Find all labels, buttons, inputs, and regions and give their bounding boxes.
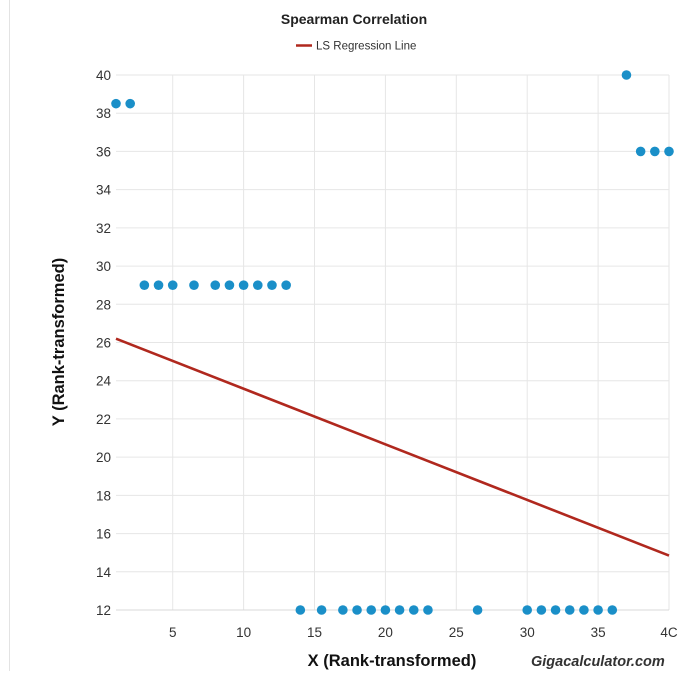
scatter-point-15[interactable] <box>352 605 362 615</box>
x-tick-label-2: 15 <box>307 625 322 640</box>
scatter-point-17[interactable] <box>380 605 391 615</box>
legend-label-regression: LS Regression Line <box>316 41 416 53</box>
scatter-point-8[interactable] <box>238 280 249 290</box>
scatter-point-23[interactable] <box>536 605 547 615</box>
scatter-point-9[interactable] <box>252 280 263 290</box>
x-tick-label-5: 30 <box>520 625 535 640</box>
scatter-point-20[interactable] <box>423 605 433 615</box>
scatter-point-10[interactable] <box>267 280 277 290</box>
scatter-point-30[interactable] <box>635 146 646 157</box>
scatter-point-0[interactable] <box>111 98 121 109</box>
y-tick-label-10: 32 <box>96 221 111 236</box>
y-tick-label-4: 20 <box>96 450 111 465</box>
x-tick-labels: 5 10 15 20 25 30 35 4C <box>169 625 678 640</box>
y-tick-label-1: 14 <box>96 565 112 580</box>
regression-line <box>115 337 670 557</box>
y-tick-labels: 12 14 16 18 20 22 24 26 28 30 32 34 36 38 40 <box>96 68 112 618</box>
scatter-point-27[interactable] <box>593 605 603 615</box>
x-tick-label-1: 10 <box>236 625 251 640</box>
watermark-text: Gigacalculator.com <box>531 654 665 670</box>
y-tick-label-11: 34 <box>96 183 112 198</box>
scatter-point-2[interactable] <box>139 280 150 290</box>
chart-title: Spearman Correlation <box>281 11 427 27</box>
scatter-point-7[interactable] <box>224 280 235 290</box>
x-tick-label-7: 4C <box>660 625 678 640</box>
scatter-point-21[interactable] <box>472 605 483 615</box>
plot-area <box>111 70 674 615</box>
y-tick-label-8: 28 <box>96 297 111 312</box>
x-tick-label-3: 20 <box>378 625 393 640</box>
scatter-point-18[interactable] <box>394 605 405 615</box>
x-tick-label-0: 5 <box>169 625 177 640</box>
legend[interactable]: LS Regression Line <box>296 41 416 53</box>
scatter-point-28[interactable] <box>607 605 618 615</box>
scatter-point-19[interactable] <box>408 605 419 615</box>
scatter-point-1[interactable] <box>125 98 135 109</box>
scatter-point-14[interactable] <box>338 605 348 615</box>
y-tick-label-3: 18 <box>96 488 111 503</box>
scatter-point-16[interactable] <box>366 605 377 615</box>
y-tick-label-13: 38 <box>96 106 111 121</box>
x-axis-label: X (Rank-transformed) <box>308 652 477 670</box>
scatter-point-22[interactable] <box>522 605 533 615</box>
scatter-point-29[interactable] <box>621 70 632 80</box>
scatter-point-11[interactable] <box>281 280 291 290</box>
scatter-point-32[interactable] <box>664 146 674 157</box>
x-tick-label-6: 35 <box>591 625 606 640</box>
scatter-point-3[interactable] <box>153 280 164 290</box>
y-tick-label-5: 22 <box>96 412 111 427</box>
y-tick-label-12: 36 <box>96 144 111 159</box>
scatter-point-26[interactable] <box>579 605 589 615</box>
scatter-point-25[interactable] <box>564 605 575 615</box>
y-tick-label-6: 24 <box>96 374 112 389</box>
y-tick-label-2: 16 <box>96 527 111 542</box>
scatter-point-6[interactable] <box>210 280 221 290</box>
y-tick-label-14: 40 <box>96 68 111 83</box>
y-tick-label-0: 12 <box>96 603 111 618</box>
scatter-point-4[interactable] <box>167 280 178 290</box>
y-tick-label-7: 26 <box>96 336 111 351</box>
left-border <box>9 0 10 671</box>
grid-lines <box>116 74 670 611</box>
scatter-point-24[interactable] <box>550 605 561 615</box>
scatter-point-12[interactable] <box>295 605 306 615</box>
scatter-point-13[interactable] <box>316 605 327 615</box>
scatter-point-31[interactable] <box>650 146 660 157</box>
y-tick-label-9: 30 <box>96 259 111 274</box>
y-axis-label: Y (Rank-transformed) <box>50 258 68 426</box>
x-tick-label-4: 25 <box>449 625 464 640</box>
scatter-point-5[interactable] <box>189 280 199 290</box>
